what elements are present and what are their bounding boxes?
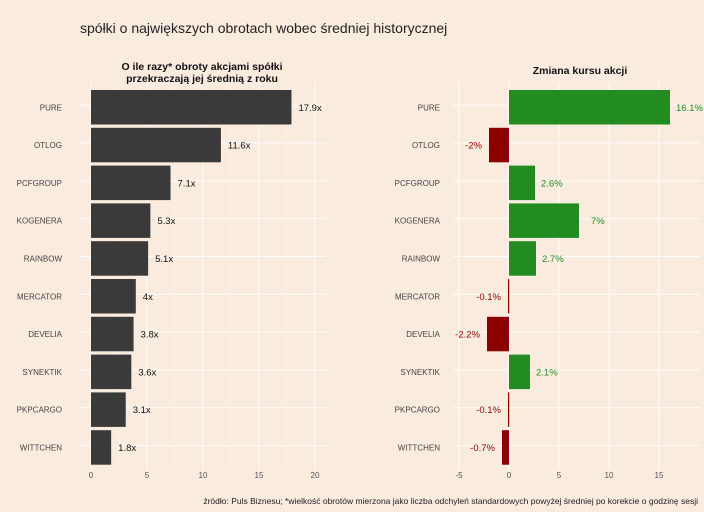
value-label: -0.7%	[470, 443, 495, 454]
category-label: WITTCHEN	[398, 443, 440, 452]
x-tick-label: -5	[455, 471, 463, 480]
value-label: 7%	[591, 216, 605, 227]
category-label: KOGENERA	[17, 217, 63, 226]
x-tick-label: 5	[557, 471, 562, 480]
bar	[91, 316, 134, 352]
panel-title: O ile razy* obroty akcjami spółki	[121, 61, 282, 73]
bar	[91, 127, 221, 163]
category-label: PKPCARGO	[17, 406, 62, 415]
value-label: 2.1%	[536, 367, 558, 378]
bar	[508, 392, 510, 427]
value-label: 3.8x	[141, 330, 159, 341]
x-tick-label: 10	[199, 471, 208, 480]
bar	[91, 203, 151, 238]
source-caption: źródło: Puls Biznesu; *wielkość obrotów …	[203, 496, 698, 506]
category-label: PURE	[40, 103, 62, 112]
category-label: RAINBOW	[24, 254, 63, 263]
bar	[509, 165, 535, 201]
value-label: 5.1x	[155, 254, 173, 265]
x-tick-label: 0	[89, 471, 94, 480]
value-label: 3.1x	[133, 405, 151, 416]
obroty-panel: 0 5 10 15 20 O ile razy* obroty akcjami spółk…	[17, 61, 326, 480]
panel-title: przekraczają jej średnią z roku	[126, 73, 278, 85]
bar	[91, 241, 149, 276]
zmiana-kursu-panel: -5 0 5 10 15 Zmiana kursu akcji PURE 16.1% OTLOG…	[395, 65, 704, 480]
category-label: PKPCARGO	[395, 406, 440, 415]
category-label: SYNEKTIK	[22, 368, 62, 377]
bar	[91, 430, 112, 465]
category-label: DEVELIA	[406, 330, 440, 339]
value-label: -2%	[465, 141, 482, 152]
category-label: MERCATOR	[395, 292, 440, 301]
bar	[509, 241, 536, 276]
value-label: -0.1%	[476, 405, 501, 416]
bar	[91, 392, 126, 427]
value-label: 5.3x	[157, 216, 175, 227]
value-label: 2.7%	[542, 254, 564, 265]
bar	[91, 354, 132, 390]
bar	[91, 279, 136, 314]
page-title: spółki o największych obrotach wobec śre…	[80, 20, 448, 36]
x-tick-label: 10	[605, 471, 614, 480]
category-label: OTLOG	[412, 141, 440, 150]
x-tick-label: 15	[655, 471, 664, 480]
bar	[509, 354, 530, 390]
category-label: PCFGROUP	[17, 179, 62, 188]
category-label: RAINBOW	[402, 254, 441, 263]
category-label: WITTCHEN	[20, 443, 62, 452]
value-label: 1.8x	[118, 443, 136, 454]
x-tick-label: 5	[145, 471, 150, 480]
category-label: DEVELIA	[28, 330, 62, 339]
value-label: 4x	[143, 292, 153, 303]
category-label: MERCATOR	[17, 292, 62, 301]
value-label: -0.1%	[476, 292, 501, 303]
bar	[91, 165, 171, 201]
category-label: PURE	[418, 103, 440, 112]
bar	[509, 90, 670, 125]
panel-title: Zmiana kursu akcji	[533, 65, 628, 77]
value-label: 16.1%	[676, 103, 703, 114]
x-tick-label: 0	[507, 471, 512, 480]
category-label: PCFGROUP	[395, 179, 440, 188]
category-label: SYNEKTIK	[400, 368, 440, 377]
bar	[489, 127, 509, 163]
bar	[91, 90, 292, 125]
value-label: 11.6x	[228, 141, 251, 152]
value-label: 2.6%	[541, 178, 563, 189]
x-tick-label: 20	[311, 471, 320, 480]
category-label: OTLOG	[34, 141, 62, 150]
bar	[508, 279, 510, 314]
x-tick-label: 15	[255, 471, 264, 480]
value-label: -2.2%	[455, 330, 480, 341]
value-label: 17.9x	[298, 103, 321, 114]
category-label: KOGENERA	[395, 217, 441, 226]
value-label: 7.1x	[178, 178, 196, 189]
bar	[502, 430, 509, 465]
bar	[487, 316, 509, 352]
bar	[509, 203, 579, 238]
value-label: 3.6x	[138, 367, 156, 378]
